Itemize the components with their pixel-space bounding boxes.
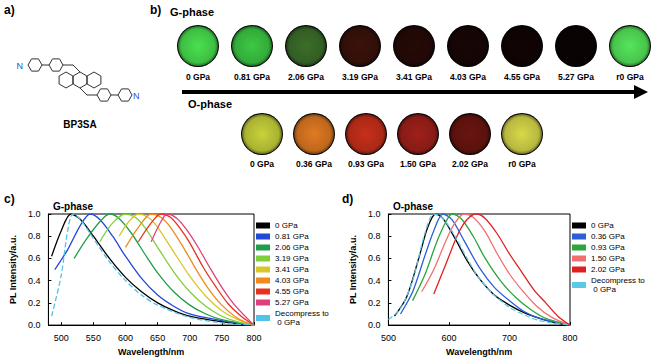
svg-text:2.06 GPa: 2.06 GPa (275, 243, 309, 252)
svg-text:800: 800 (246, 333, 261, 343)
svg-text:700: 700 (182, 333, 197, 343)
svg-text:a): a) (4, 3, 15, 17)
svg-text:4.55 GPa: 4.55 GPa (275, 287, 309, 296)
svg-text:750: 750 (214, 333, 229, 343)
svg-text:0.6: 0.6 (368, 253, 381, 263)
svg-text:4.03 GPa: 4.03 GPa (275, 276, 309, 285)
svg-text:0.4: 0.4 (368, 276, 381, 286)
svg-text:1.0: 1.0 (28, 209, 41, 219)
svg-text:r0 GPa: r0 GPa (508, 159, 536, 169)
svg-text:N: N (17, 61, 24, 71)
svg-text:0.0: 0.0 (28, 320, 41, 330)
svg-text:Wavelength/nm: Wavelength/nm (446, 347, 512, 357)
svg-text:0 GPa: 0 GPa (250, 159, 274, 169)
svg-text:3.19 GPa: 3.19 GPa (342, 72, 378, 82)
svg-text:PL Intensity/a.u.: PL Intensity/a.u. (8, 235, 18, 304)
svg-text:N: N (133, 91, 140, 101)
svg-text:0.2: 0.2 (368, 298, 381, 308)
svg-text:1.50 GPa: 1.50 GPa (591, 254, 625, 263)
svg-text:0 GPa: 0 GPa (186, 72, 210, 82)
svg-text:0.0: 0.0 (368, 320, 381, 330)
svg-text:O-phase: O-phase (393, 201, 433, 212)
svg-text:0.8: 0.8 (28, 231, 41, 241)
svg-text:BP3SA: BP3SA (63, 119, 96, 130)
svg-text:500: 500 (54, 333, 69, 343)
svg-text:0.36 GPa: 0.36 GPa (296, 159, 332, 169)
svg-text:0.93 GPa: 0.93 GPa (591, 243, 625, 252)
svg-text:600: 600 (118, 333, 133, 343)
svg-text:500: 500 (381, 333, 396, 343)
svg-text:550: 550 (86, 333, 101, 343)
svg-text:0 GPa: 0 GPa (591, 221, 614, 230)
svg-text:800: 800 (562, 333, 577, 343)
svg-text:G-phase: G-phase (53, 201, 93, 212)
svg-text:Decompress to: Decompress to (591, 276, 645, 285)
svg-text:3.41 GPa: 3.41 GPa (396, 72, 432, 82)
svg-text:0 GPa: 0 GPa (591, 285, 616, 294)
svg-text:O-phase: O-phase (188, 98, 232, 110)
svg-text:600: 600 (441, 333, 456, 343)
svg-text:0.81 GPa: 0.81 GPa (275, 232, 309, 241)
svg-text:G-phase: G-phase (170, 6, 214, 18)
svg-text:2.02 GPa: 2.02 GPa (591, 265, 625, 274)
svg-text:r0 GPa: r0 GPa (616, 72, 644, 82)
svg-text:PL Intensity/a.u.: PL Intensity/a.u. (348, 235, 358, 304)
svg-text:0.93 GPa: 0.93 GPa (348, 159, 384, 169)
html-text:d): d) (342, 192, 354, 206)
svg-text:3.19 GPa: 3.19 GPa (275, 254, 309, 263)
svg-text:1.0: 1.0 (368, 209, 381, 219)
svg-text:2.06 GPa: 2.06 GPa (288, 72, 324, 82)
svg-text:650: 650 (150, 333, 165, 343)
svg-text:0.81 GPa: 0.81 GPa (234, 72, 270, 82)
svg-text:Decompress to: Decompress to (275, 309, 329, 318)
svg-text:0 GPa: 0 GPa (275, 221, 298, 230)
svg-text:3.41 GPa: 3.41 GPa (275, 265, 309, 274)
svg-text:0.36 GPa: 0.36 GPa (591, 232, 625, 241)
svg-text:1.50 GPa: 1.50 GPa (400, 159, 436, 169)
svg-text:Wavelength/nm: Wavelength/nm (118, 347, 184, 357)
svg-text:2.02 GPa: 2.02 GPa (452, 159, 488, 169)
svg-text:b): b) (150, 3, 161, 17)
html-text:c): c) (4, 192, 15, 206)
svg-text:0.2: 0.2 (28, 298, 41, 308)
svg-text:0.8: 0.8 (368, 231, 381, 241)
svg-text:4.55 GPa: 4.55 GPa (504, 72, 540, 82)
svg-text:0 GPa: 0 GPa (275, 318, 300, 327)
svg-text:5.27 GPa: 5.27 GPa (558, 72, 594, 82)
svg-text:0.6: 0.6 (28, 253, 41, 263)
svg-text:700: 700 (502, 333, 517, 343)
svg-text:0.4: 0.4 (28, 276, 41, 286)
svg-text:5.27 GPa: 5.27 GPa (275, 298, 309, 307)
svg-text:4.03 GPa: 4.03 GPa (450, 72, 486, 82)
